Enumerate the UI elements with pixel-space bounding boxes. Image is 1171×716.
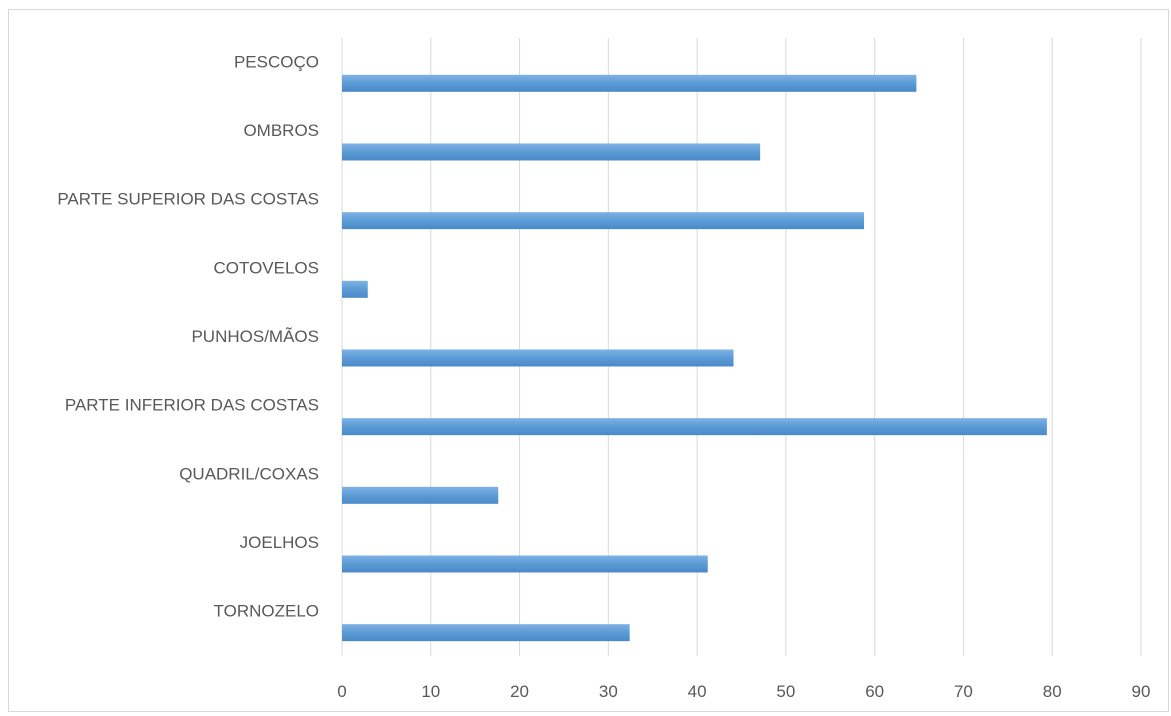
gridlines bbox=[341, 38, 1142, 656]
bar-punhos-m-os bbox=[342, 349, 734, 367]
bar-tornozelo bbox=[342, 624, 630, 642]
x-tick-label: 0 bbox=[337, 682, 346, 701]
x-tick-label: 70 bbox=[954, 682, 973, 701]
category-label: JOELHOS bbox=[240, 533, 319, 552]
category-labels: PESCOÇO OMBROS PARTE SUPERIOR DAS COSTAS CO… bbox=[57, 52, 319, 620]
category-label: TORNOZELO bbox=[214, 602, 319, 621]
x-tick-label: 20 bbox=[510, 682, 529, 701]
category-label: COTOVELOS bbox=[214, 258, 320, 277]
bar-parte-inferior-das-costas bbox=[342, 418, 1047, 436]
category-label: QUADRIL/COXAS bbox=[179, 464, 319, 483]
x-tick-label: 60 bbox=[865, 682, 884, 701]
bar-parte-superior-das-costas bbox=[342, 212, 865, 230]
x-tick-label: 80 bbox=[1043, 682, 1062, 701]
bar-pesco-o bbox=[342, 74, 917, 92]
x-axis-ticks: 0 10 20 30 40 50 60 70 80 90 bbox=[337, 682, 1150, 701]
bar-cotovelos bbox=[342, 280, 368, 298]
x-tick-label: 90 bbox=[1132, 682, 1151, 701]
bar-quadril-coxas bbox=[342, 486, 499, 504]
category-label: PESCOÇO bbox=[234, 52, 319, 71]
bar-ombros bbox=[342, 143, 761, 161]
x-tick-label: 50 bbox=[776, 682, 795, 701]
bars bbox=[342, 74, 1047, 642]
category-label: PARTE SUPERIOR DAS COSTAS bbox=[57, 190, 319, 209]
x-tick-label: 40 bbox=[688, 682, 707, 701]
category-label: PARTE INFERIOR DAS COSTAS bbox=[65, 396, 319, 415]
category-label: PUNHOS/MÃOS bbox=[191, 327, 319, 346]
bar-joelhos bbox=[342, 555, 708, 573]
category-label: OMBROS bbox=[243, 121, 319, 140]
x-tick-label: 30 bbox=[599, 682, 618, 701]
x-tick-label: 10 bbox=[421, 682, 440, 701]
